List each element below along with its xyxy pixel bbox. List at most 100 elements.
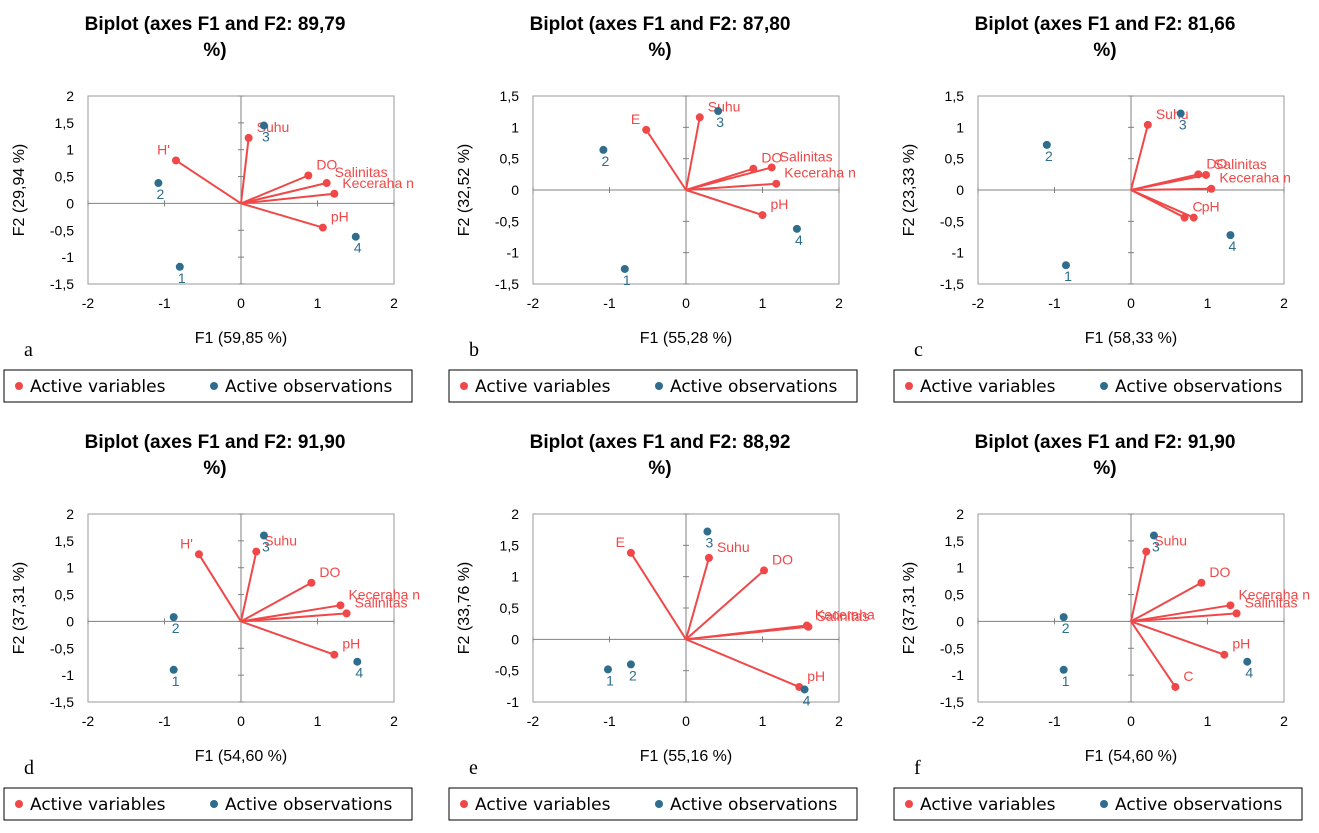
variable-point xyxy=(1197,578,1206,587)
variable-label: Keceraha n xyxy=(348,586,420,602)
observation-label: 3 xyxy=(716,114,724,130)
variable-label: pH xyxy=(807,668,825,684)
observation-label: 2 xyxy=(601,153,609,169)
x-tick-label: -2 xyxy=(82,713,95,729)
variable-vector xyxy=(240,182,327,205)
panel-letter: e xyxy=(469,757,478,779)
panel-letter: f xyxy=(914,757,921,779)
variable-label: Salinitas xyxy=(1245,594,1298,610)
observation-point xyxy=(353,657,362,666)
variable-point xyxy=(330,189,339,198)
y-tick-label: -1,5 xyxy=(940,694,964,710)
y-tick-label: -1 xyxy=(62,667,75,683)
x-tick-label: -2 xyxy=(527,713,540,729)
legend-variables-marker xyxy=(460,800,468,808)
variable-vector xyxy=(240,137,250,204)
variable-point xyxy=(1171,682,1180,691)
observation-point xyxy=(169,613,178,622)
observation-point xyxy=(792,224,801,233)
y-tick-label: 1,5 xyxy=(55,115,75,131)
variable-vector xyxy=(685,557,710,640)
variable-vector xyxy=(240,174,309,205)
x-tick-label: -1 xyxy=(1048,295,1061,311)
chart-title-line2: %) xyxy=(1093,40,1116,61)
x-tick-label: 2 xyxy=(1280,713,1288,729)
x-axis-label: F1 (58,33 %) xyxy=(1085,330,1177,347)
variable-vector xyxy=(685,569,765,641)
variable-point xyxy=(1180,213,1189,222)
y-tick-label: -0,5 xyxy=(940,213,964,229)
variable-vector xyxy=(240,202,324,229)
observation-label: 1 xyxy=(1062,673,1070,689)
legend: Active variables Active observations xyxy=(893,369,1303,403)
variable-vector xyxy=(1130,581,1202,623)
x-tick-label: -1 xyxy=(158,295,171,311)
observation-point xyxy=(1176,109,1185,118)
variable-label: Keceraha n xyxy=(1219,170,1291,186)
x-axis-label: F1 (55,28 %) xyxy=(640,330,732,347)
y-tick-label: 0,5 xyxy=(55,169,75,185)
observation-point xyxy=(1059,665,1068,674)
y-tick-label: -1 xyxy=(507,694,520,710)
variable-label: pH xyxy=(1202,199,1220,215)
variable-label: Salinitas xyxy=(816,608,869,624)
x-tick-label: 1 xyxy=(1204,295,1212,311)
legend-frame xyxy=(448,369,858,403)
y-tick-label: 1 xyxy=(956,560,964,576)
variable-label: Suhu xyxy=(717,539,750,555)
variable-point xyxy=(1226,601,1235,610)
variable-label: Keceraha n xyxy=(784,165,856,181)
observation-point xyxy=(599,145,608,154)
y-tick-label: 2 xyxy=(66,88,74,104)
observation-label: 4 xyxy=(803,692,811,708)
x-axis-label: F1 (59,85 %) xyxy=(195,330,287,347)
observation-label: 4 xyxy=(1245,665,1253,681)
variable-label: Suhu xyxy=(708,98,741,114)
observation-label: 2 xyxy=(1045,148,1053,164)
x-tick-label: 2 xyxy=(835,713,843,729)
legend: Active variables Active observations xyxy=(3,369,413,403)
variable-label: Salinitas xyxy=(1214,156,1267,172)
y-tick-label: -1 xyxy=(952,667,965,683)
observation-point xyxy=(714,107,723,116)
observation-point xyxy=(259,121,268,130)
y-tick-label: 1 xyxy=(66,560,74,576)
observation-label: 2 xyxy=(1062,620,1070,636)
legend-variables-label: Active variables xyxy=(30,795,166,815)
observation-point xyxy=(1243,657,1252,666)
observation-label: 3 xyxy=(706,535,714,551)
x-tick-label: 0 xyxy=(1127,295,1135,311)
observation-point xyxy=(626,660,635,669)
variable-point xyxy=(626,548,635,557)
variable-label: DO xyxy=(316,156,337,172)
y-tick-label: 2 xyxy=(956,506,964,522)
observation-label: 3 xyxy=(262,129,270,145)
variable-label: pH xyxy=(771,196,789,212)
x-tick-label: 2 xyxy=(390,295,398,311)
y-axis-label: F2 (32,52 %) xyxy=(456,144,473,236)
legend-variables-label: Active variables xyxy=(920,795,1056,815)
y-tick-label: -1,5 xyxy=(50,276,74,292)
observation-point xyxy=(800,685,809,694)
variable-label: Salinitas xyxy=(335,164,388,180)
legend-frame xyxy=(448,787,858,821)
biplot-panel-c: Biplot (axes F1 and F2: 81,66%) -2 -1 0 1 2 -1… xyxy=(893,14,1303,403)
y-tick-label: 0,5 xyxy=(500,151,520,167)
variable-vector xyxy=(685,182,777,191)
variable-point xyxy=(330,650,339,659)
legend-observations-marker xyxy=(655,382,663,390)
variable-vector xyxy=(685,117,701,191)
observation-label: 3 xyxy=(262,538,270,554)
variable-point xyxy=(318,223,327,232)
variable-label: DO xyxy=(772,551,793,567)
variable-label: E xyxy=(616,534,625,550)
legend: Active variables Active observations xyxy=(3,787,413,821)
y-tick-label: 1,5 xyxy=(945,88,965,104)
variable-label: Keceraha xyxy=(815,607,875,623)
chart-title-line2: %) xyxy=(203,40,226,61)
x-tick-label: -1 xyxy=(158,713,171,729)
observation-label: 3 xyxy=(1179,117,1187,133)
observation-point xyxy=(1226,231,1235,240)
legend-observations-label: Active observations xyxy=(670,795,838,815)
legend-observations-marker xyxy=(655,800,663,808)
